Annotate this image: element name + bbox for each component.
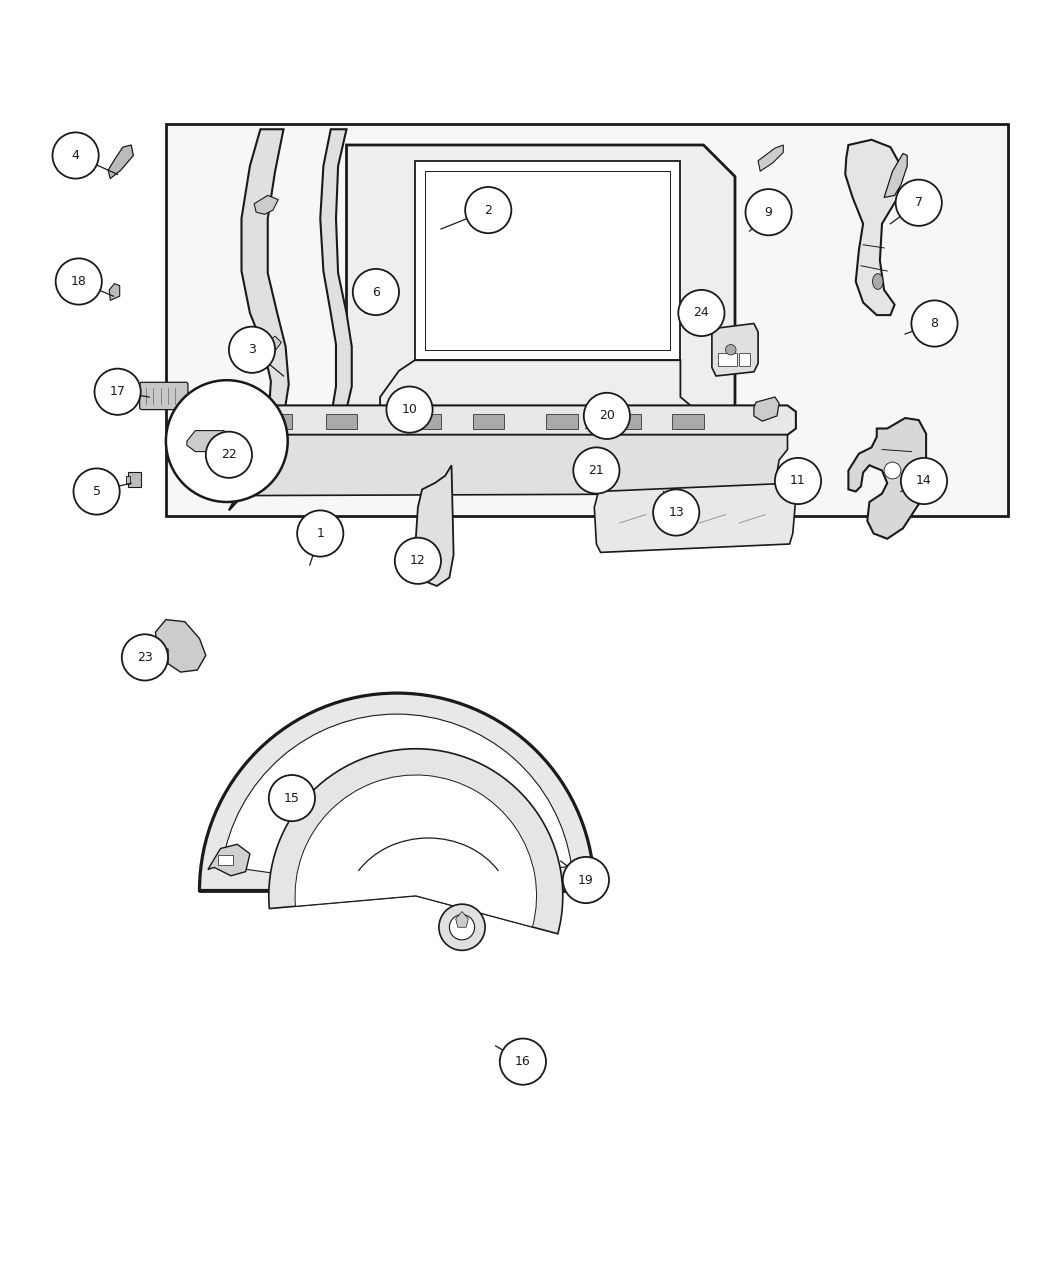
Text: 15: 15 [284,792,300,805]
Polygon shape [108,146,133,179]
Polygon shape [758,146,783,171]
Text: 9: 9 [764,206,773,218]
Circle shape [56,258,102,305]
Text: 13: 13 [669,506,685,518]
Circle shape [297,511,343,557]
Bar [326,414,357,429]
Polygon shape [229,129,289,511]
Polygon shape [594,483,796,553]
Polygon shape [155,619,206,672]
Bar [218,854,233,866]
Polygon shape [754,397,779,421]
Text: 21: 21 [588,464,605,478]
Text: 3: 3 [248,344,256,356]
Polygon shape [210,434,793,495]
Circle shape [563,857,609,903]
Circle shape [911,300,958,346]
Text: 24: 24 [694,306,710,319]
Bar [410,414,441,429]
Polygon shape [208,405,796,434]
Bar [546,414,578,429]
Circle shape [584,393,630,439]
Text: 6: 6 [372,286,380,299]
Ellipse shape [873,273,883,290]
Polygon shape [166,124,1008,516]
Polygon shape [416,465,454,586]
Bar [672,414,704,429]
Text: 7: 7 [915,197,923,209]
Text: 2: 2 [484,203,492,217]
Circle shape [386,387,433,433]
Polygon shape [254,195,278,215]
Text: 22: 22 [220,448,237,461]
Circle shape [269,775,315,821]
Bar [718,352,737,365]
Circle shape [94,369,141,415]
FancyBboxPatch shape [140,382,188,410]
Bar [609,414,640,429]
Bar [128,471,141,488]
Text: 5: 5 [92,485,101,498]
Circle shape [439,904,485,950]
Text: 14: 14 [916,475,932,488]
Wedge shape [223,714,571,890]
Polygon shape [848,418,926,539]
Text: 18: 18 [70,275,87,289]
Text: 1: 1 [316,527,324,540]
Polygon shape [320,129,352,418]
Circle shape [449,914,475,940]
Polygon shape [208,844,250,876]
Circle shape [884,462,901,479]
Polygon shape [187,430,237,467]
Circle shape [678,290,724,336]
Circle shape [775,458,821,504]
Bar [214,450,227,460]
Circle shape [395,538,441,584]
Polygon shape [884,153,907,198]
Text: 17: 17 [109,386,126,398]
Polygon shape [456,912,468,927]
Circle shape [500,1038,546,1084]
Text: 20: 20 [598,410,615,423]
Circle shape [206,432,252,478]
Circle shape [229,327,275,373]
Text: 12: 12 [410,554,426,567]
Wedge shape [200,693,594,890]
Polygon shape [845,139,901,315]
Bar [126,476,130,484]
Text: 16: 16 [514,1055,530,1068]
Polygon shape [415,161,680,360]
Circle shape [653,489,699,535]
Text: 23: 23 [136,651,153,664]
Circle shape [465,186,511,234]
Circle shape [573,447,620,494]
Bar [739,352,750,365]
Wedge shape [295,775,537,927]
Circle shape [726,345,736,355]
Polygon shape [346,146,735,470]
Circle shape [122,635,168,681]
Text: 19: 19 [579,873,594,886]
Circle shape [353,269,399,315]
Polygon shape [109,283,120,300]
Circle shape [896,180,942,226]
Circle shape [901,458,947,504]
Polygon shape [712,323,758,375]
Text: 11: 11 [790,475,806,488]
Bar [472,414,504,429]
Text: 8: 8 [930,317,939,329]
Bar [260,414,292,429]
Text: 4: 4 [71,149,80,162]
Circle shape [746,189,792,235]
Wedge shape [269,748,563,933]
Polygon shape [265,336,281,351]
Circle shape [52,133,99,179]
Circle shape [74,469,120,515]
Text: 10: 10 [401,404,418,416]
Polygon shape [380,360,698,458]
Circle shape [166,381,288,502]
